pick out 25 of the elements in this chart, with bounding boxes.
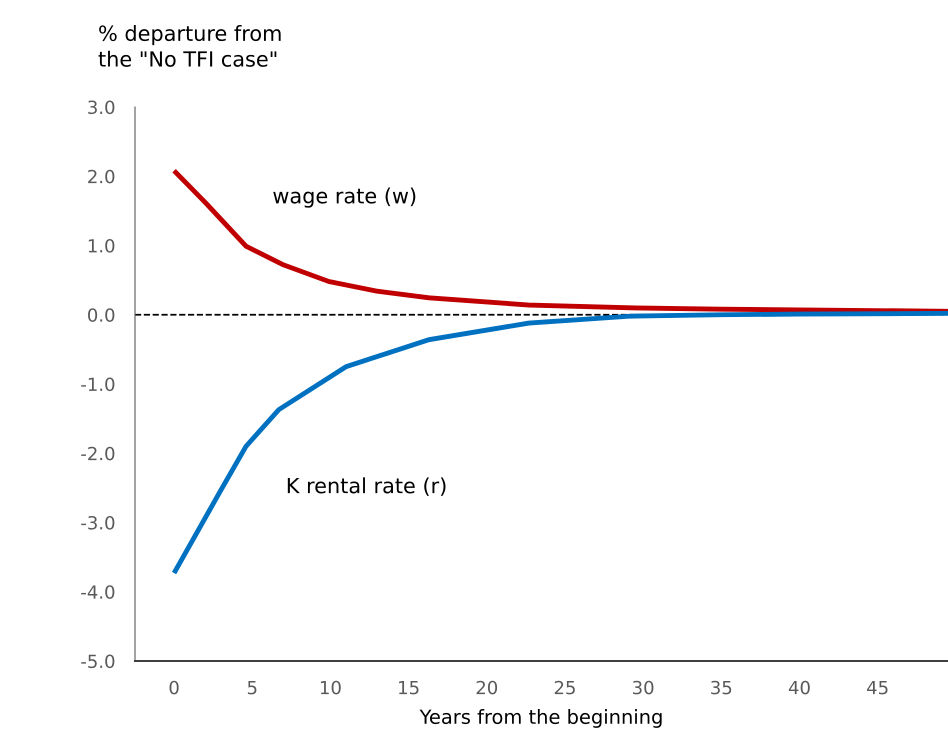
x-tick-label: 45 bbox=[867, 681, 888, 694]
y-tick-label: 2.0 bbox=[88, 170, 114, 184]
x-tick-label: 20 bbox=[476, 680, 498, 694]
x-tick-label: 15 bbox=[399, 681, 419, 694]
y-tick-label: -5.0 bbox=[81, 654, 114, 668]
x-axis-title: Years from the beginning bbox=[420, 709, 662, 728]
y-axis-title: % departure from the "No TFI case" bbox=[98, 25, 281, 67]
y-tick-label: -3.0 bbox=[81, 516, 114, 530]
line-series bbox=[172, 310, 948, 576]
y-tick-label: -2.0 bbox=[81, 446, 114, 460]
y-tick-label: 0.0 bbox=[88, 308, 114, 322]
y-tick-label: -4.0 bbox=[81, 585, 114, 599]
x-tick-label: 35 bbox=[711, 680, 732, 694]
y-tick-label: 3.0 bbox=[88, 100, 114, 114]
y-tick-label: -1.0 bbox=[81, 377, 114, 392]
x-tick-label: 40 bbox=[788, 680, 810, 694]
x-tick-label: 5 bbox=[248, 681, 256, 694]
text: K rental rate (r) bbox=[288, 477, 446, 496]
line-series bbox=[172, 168, 948, 314]
x-tick-label: 25 bbox=[554, 680, 575, 694]
x-tick-label: 30 bbox=[633, 680, 654, 694]
x-tick-label: 10 bbox=[320, 680, 341, 694]
x-tick-label: 0 bbox=[170, 680, 179, 694]
text: wage rate (w) bbox=[273, 188, 416, 208]
y-tick-label: 1.0 bbox=[88, 238, 114, 253]
